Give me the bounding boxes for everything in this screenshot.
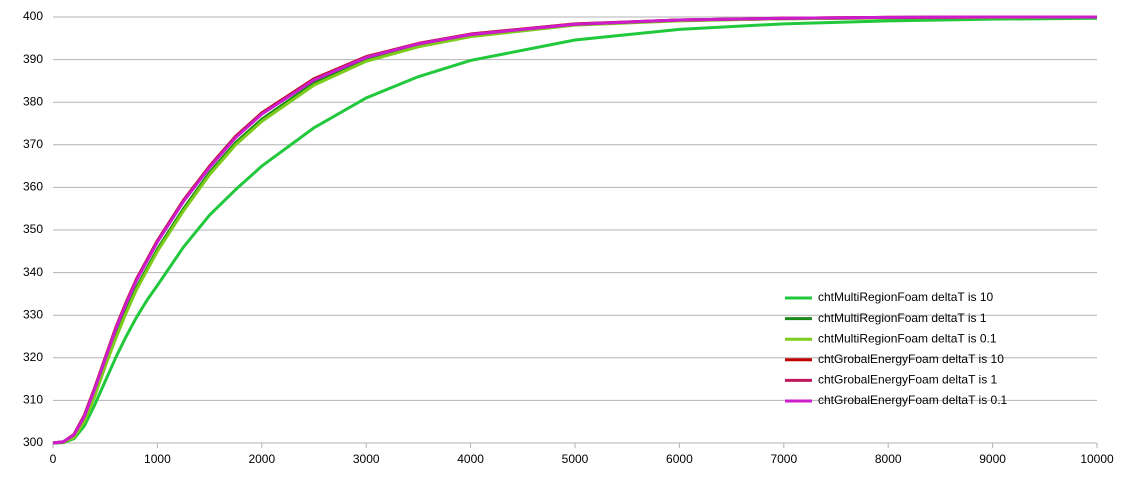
x-tick-label: 4000 (457, 452, 484, 466)
legend-label: chtMultiRegionFoam deltaT is 0.1 (818, 331, 997, 345)
x-tick-label: 0 (50, 452, 57, 466)
x-tick-label: 1000 (144, 452, 171, 466)
series-line (52, 15, 1097, 445)
y-tick-label: 350 (23, 222, 43, 236)
legend-label: chtMultiRegionFoam deltaT is 1 (818, 311, 987, 325)
legend-label: chtGrobalEnergyFoam deltaT is 0.1 (818, 393, 1008, 407)
x-tick-label: 10000 (1080, 452, 1114, 466)
y-tick-label: 320 (23, 350, 43, 364)
legend-label: chtMultiRegionFoam deltaT is 10 (818, 290, 994, 304)
x-tick-label: 7000 (770, 452, 797, 466)
y-tick-label: 300 (23, 435, 43, 449)
legend-label: chtGrobalEnergyFoam deltaT is 1 (818, 373, 998, 387)
y-tick-label: 380 (23, 94, 43, 108)
y-tick-label: 400 (23, 9, 43, 23)
x-tick-label: 6000 (666, 452, 693, 466)
y-tick-label: 310 (23, 393, 43, 407)
x-tick-label: 5000 (562, 452, 589, 466)
y-tick-label: 370 (23, 137, 43, 151)
x-tick-label: 2000 (248, 452, 275, 466)
x-tick-label: 8000 (875, 452, 902, 466)
y-tick-label: 340 (23, 265, 43, 279)
y-tick-label: 330 (23, 307, 43, 321)
x-tick-label: 9000 (979, 452, 1006, 466)
y-tick-label: 390 (23, 52, 43, 66)
x-tick-label: 3000 (353, 452, 380, 466)
series-line (52, 16, 1098, 445)
legend-label: chtGrobalEnergyFoam deltaT is 10 (818, 352, 1004, 366)
y-tick-label: 360 (23, 180, 43, 194)
